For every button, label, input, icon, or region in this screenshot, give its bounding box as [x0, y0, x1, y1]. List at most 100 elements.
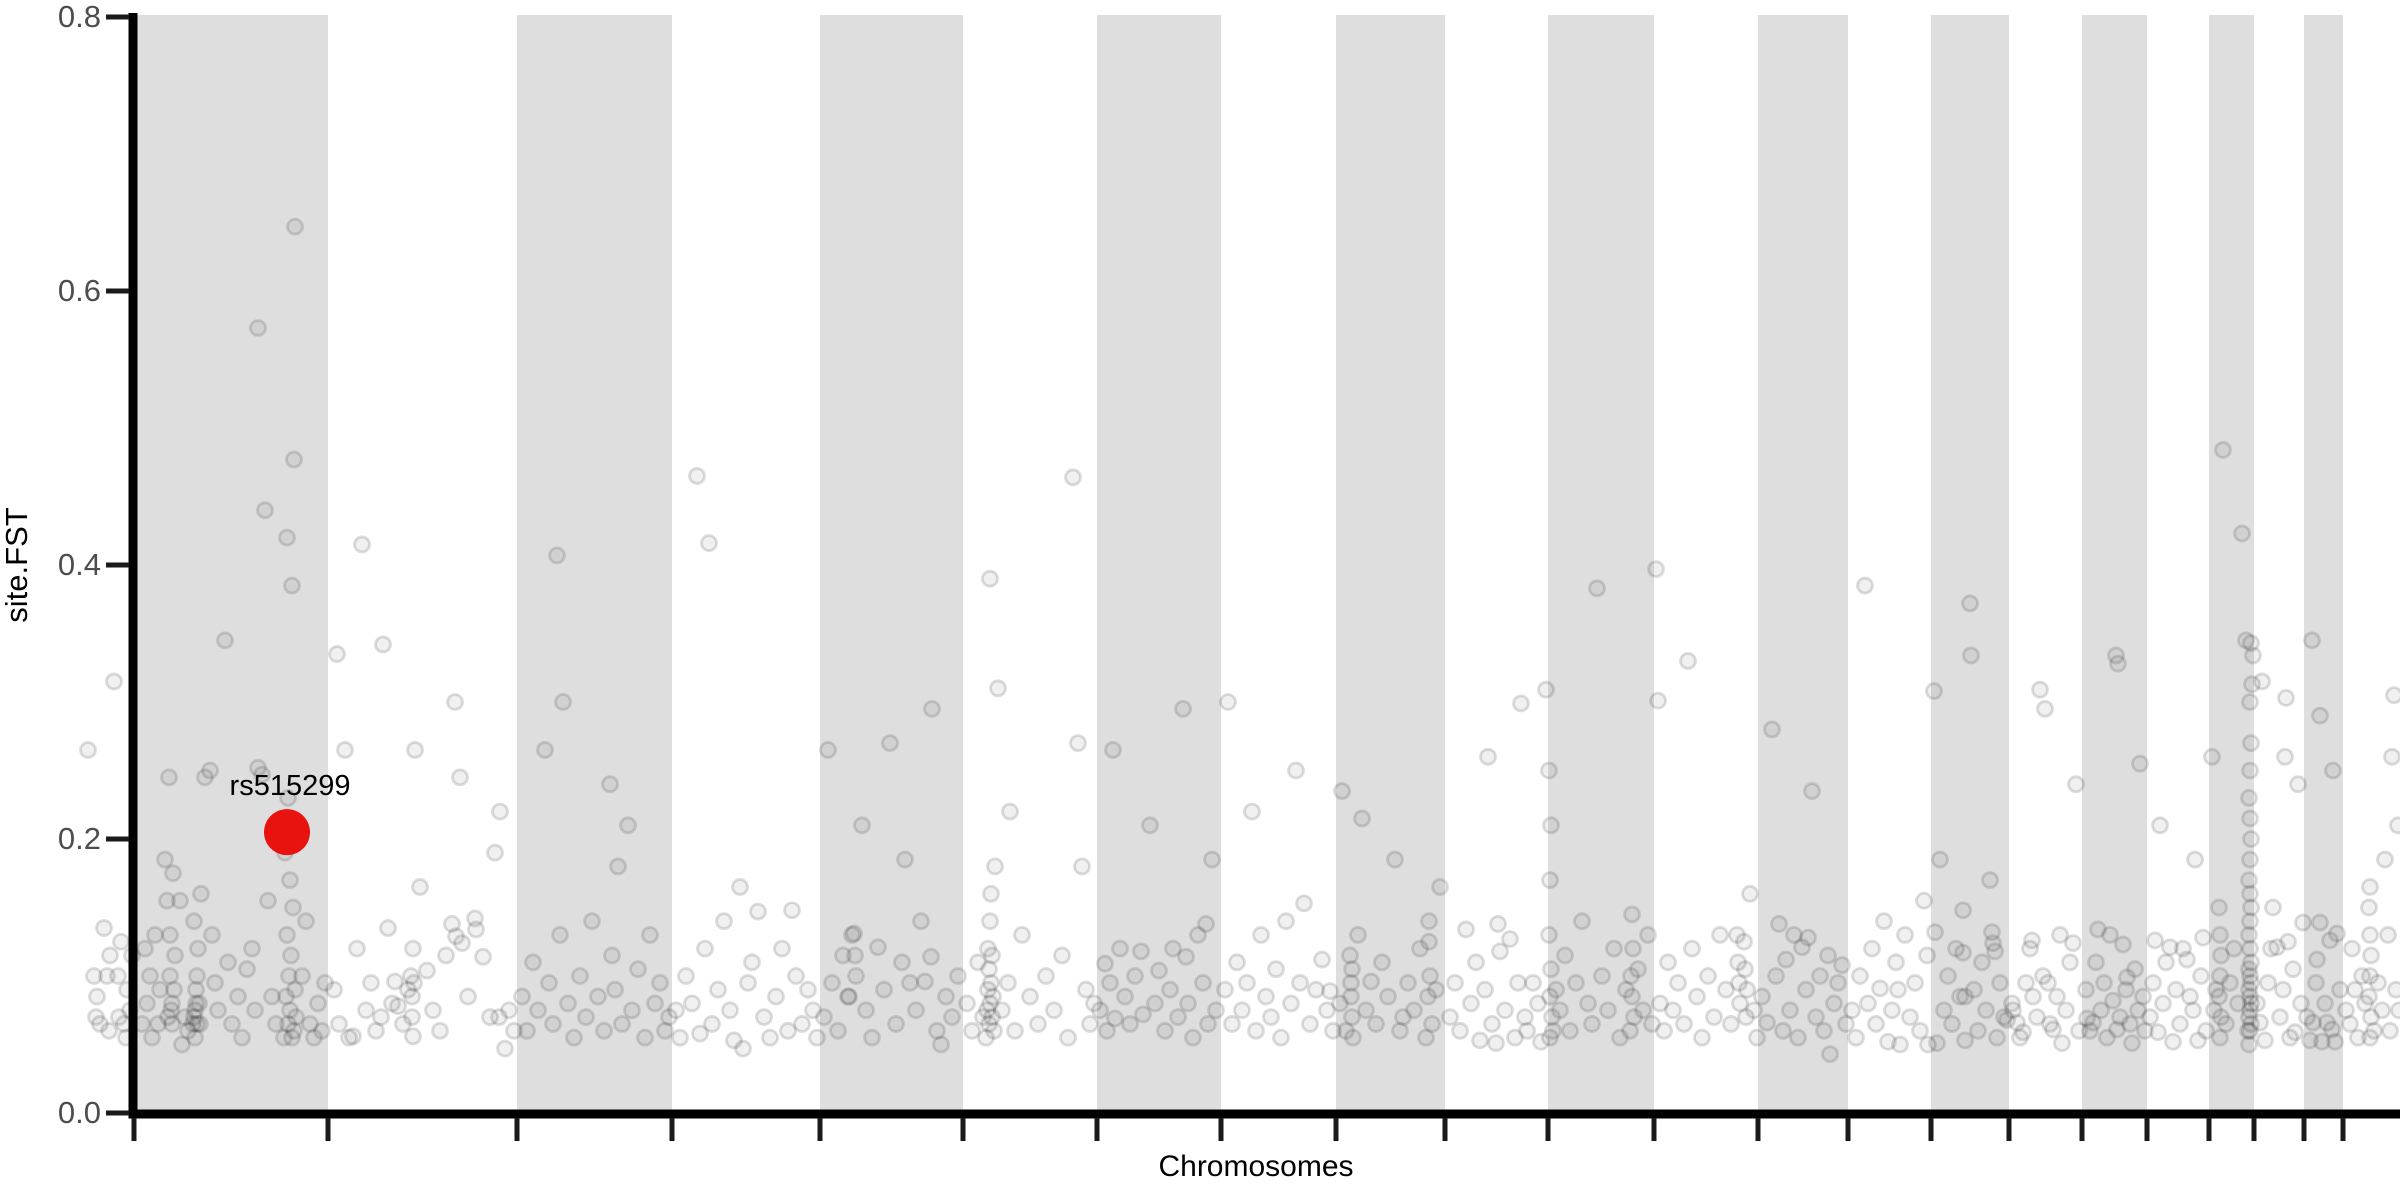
fst-point [1973, 953, 1991, 972]
fst-point [715, 912, 733, 931]
fst-point [1588, 579, 1606, 598]
fst-point [189, 939, 207, 958]
fst-point [185, 1008, 203, 1026]
fst-point [1420, 932, 1438, 951]
fst-point [2369, 973, 2387, 992]
fst-point [2240, 926, 2258, 944]
fst-point [2242, 953, 2260, 972]
fst-point [2205, 1001, 2223, 1020]
fst-point [2311, 706, 2329, 725]
fst-point [159, 1008, 177, 1026]
chromosome-band [2209, 15, 2254, 1110]
fst-point [2276, 747, 2294, 766]
fst-point [2014, 1023, 2032, 1042]
fst-point [2203, 747, 2221, 766]
fst-point [1847, 1028, 1865, 1047]
fst-point [399, 980, 417, 999]
fst-point [1655, 1021, 1673, 1040]
fst-point [285, 1021, 303, 1040]
fst-point [1699, 967, 1717, 985]
fst-point [1451, 1021, 1469, 1040]
fst-point [1394, 1008, 1412, 1026]
fst-point [1851, 967, 1869, 985]
fst-point [2087, 953, 2105, 972]
fst-point [847, 967, 865, 985]
fst-point [2240, 980, 2258, 999]
fst-point [481, 1008, 499, 1026]
fst-point [2241, 987, 2259, 1006]
fst-point [1411, 939, 1429, 958]
fst-point [2214, 441, 2232, 459]
fst-point [443, 915, 461, 933]
fst-point [353, 535, 371, 554]
y-axis-ticks [106, 14, 129, 1116]
fst-point [1995, 1008, 2013, 1026]
fst-point [1544, 1021, 1562, 1040]
fst-point [2321, 931, 2339, 950]
fst-point [1301, 1015, 1319, 1033]
fst-point [2111, 1008, 2129, 1026]
fst-point [243, 939, 261, 958]
fst-point [1262, 1008, 1280, 1026]
fst-point [977, 1028, 995, 1047]
fst-point [1506, 1028, 1524, 1047]
fst-point [1547, 980, 1565, 999]
fst-point [823, 973, 841, 992]
fst-point [201, 761, 219, 780]
fst-point [589, 987, 607, 1006]
chromosome-band [1931, 15, 2009, 1110]
fst-point [2307, 973, 2325, 992]
fst-point [1184, 1028, 1202, 1047]
fst-point [459, 987, 477, 1006]
fst-point [2237, 631, 2255, 650]
fst-point [1006, 1021, 1024, 1040]
fst-point [1542, 960, 1560, 979]
fst-point [282, 946, 300, 965]
fst-point [2326, 1032, 2344, 1051]
fst-point [2240, 1035, 2258, 1054]
fst-point [1551, 1001, 1569, 1020]
fst-point [1819, 946, 1837, 965]
fst-point [1679, 652, 1697, 670]
fst-point [853, 816, 871, 835]
fst-point [1219, 693, 1237, 711]
fst-point [216, 631, 234, 650]
fst-point [1529, 994, 1547, 1013]
fst-point [2240, 960, 2258, 979]
fst-point [660, 1008, 678, 1026]
fst-point [2304, 1013, 2322, 1032]
fst-point [403, 1008, 421, 1026]
fst-point [2337, 1001, 2355, 1020]
fst-point [357, 1001, 375, 1020]
fst-point [1134, 1005, 1152, 1024]
fst-point [2118, 968, 2136, 987]
chromosome-band [1336, 15, 1445, 1110]
fst-point [383, 994, 401, 1013]
fst-point [1399, 973, 1417, 992]
fst-point [943, 1008, 961, 1026]
fst-point [540, 973, 558, 992]
fst-point [993, 1001, 1011, 1020]
fst-point [1518, 1021, 1536, 1040]
fst-point [1951, 987, 1969, 1006]
fst-point [143, 1028, 161, 1047]
fst-point [1774, 1021, 1792, 1040]
fst-point [2383, 747, 2400, 766]
fst-point [101, 946, 119, 965]
fst-point [1291, 973, 1309, 992]
fst-point [2353, 967, 2371, 985]
fst-point [490, 1008, 508, 1026]
fst-point [916, 972, 934, 991]
fst-point [1029, 1015, 1047, 1033]
fst-point [1542, 816, 1560, 835]
fst-point [1386, 850, 1404, 869]
fst-point [2361, 878, 2379, 896]
fst-point [1863, 939, 1881, 958]
fst-point [2092, 1001, 2110, 1020]
fst-point [1059, 1028, 1077, 1047]
fst-point [691, 1024, 709, 1043]
fst-point [875, 980, 893, 999]
fst-point [437, 946, 455, 965]
fst-point [280, 967, 298, 985]
fst-point [446, 693, 464, 711]
